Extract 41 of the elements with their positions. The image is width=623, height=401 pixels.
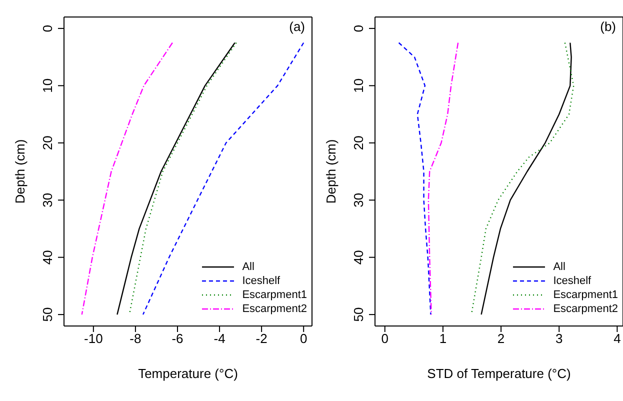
x-tick-label: 2 [497,331,505,346]
legend-label: All [242,261,254,273]
x-tick-label: 0 [300,331,308,346]
y-tick-label: 30 [40,192,55,208]
x-axis-title: Temperature (°C) [138,366,238,381]
line-series [428,42,459,316]
x-tick-label: -2 [256,331,268,346]
line-series [398,42,432,316]
y-tick-label: 30 [351,192,366,208]
y-tick-label: 20 [351,136,366,150]
annotation: (a) [289,19,305,34]
annotation: (b) [600,19,616,34]
y-axis-title: Depth (cm) [324,139,339,204]
legend-label: All [553,261,566,273]
y-tick-label: 50 [351,307,366,322]
x-tick-label: -10 [84,331,103,346]
y-tick-label: 10 [351,78,366,93]
y-axis-title: Depth (cm) [12,139,28,204]
x-tick-label: -8 [130,331,142,346]
x-axis-title: STD of Temperature (°C) [427,366,571,381]
line-series [142,42,304,316]
line-series [81,42,174,316]
legend-label: Escarpment2 [553,303,618,315]
y-tick-label: 0 [40,24,55,32]
x-tick-label: 0 [381,331,388,346]
legend-label: Iceshelf [242,275,280,287]
legend-label: Escarpment1 [553,289,618,301]
x-tick-label: -6 [172,331,184,346]
y-tick-label: 40 [40,250,55,265]
y-tick-label: 40 [351,250,366,265]
legend-label: Iceshelf [553,275,592,287]
y-tick-label: 10 [40,78,55,93]
x-tick-label: 1 [439,331,447,346]
x-tick-label: 4 [614,331,621,346]
y-tick-label: 50 [40,307,55,322]
y-tick-label: 0 [351,24,366,32]
y-tick-label: 20 [40,136,55,150]
legend-label: Escarpment1 [242,289,307,301]
x-tick-label: 3 [555,331,563,346]
x-tick-label: -4 [214,331,226,346]
legend-label: Escarpment2 [242,303,307,315]
